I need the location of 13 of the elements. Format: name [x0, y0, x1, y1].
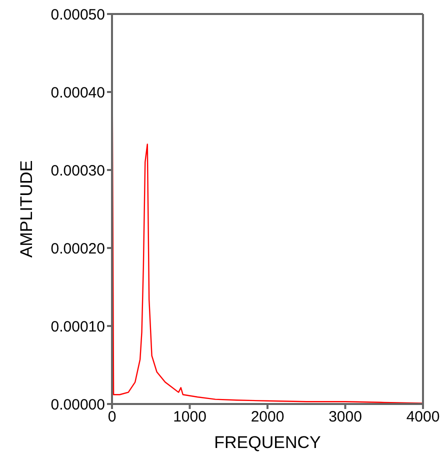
- y-tick-label: 0.00020: [50, 240, 105, 258]
- y-tick-label: 0.00010: [50, 318, 105, 336]
- x-tick-label: 0: [108, 408, 116, 426]
- x-tick-label: 3000: [328, 408, 362, 426]
- y-tick-label: 0.00040: [50, 84, 105, 102]
- y-tick-label: 0.00030: [50, 162, 105, 180]
- x-tick-label: 2000: [250, 408, 284, 426]
- x-tick-label: 1000: [173, 408, 206, 426]
- y-tick-label: 0.00000: [50, 396, 105, 414]
- x-axis-title: FREQUENCY: [214, 433, 321, 452]
- y-tick-label: 0.00050: [50, 6, 105, 24]
- y-axis-title: AMPLITUDE: [17, 160, 36, 258]
- x-tick-label: 4000: [406, 408, 440, 426]
